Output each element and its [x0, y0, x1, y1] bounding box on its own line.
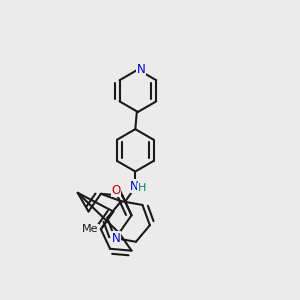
Text: O: O	[112, 184, 121, 197]
Text: H: H	[138, 183, 146, 193]
Text: Me: Me	[82, 224, 98, 234]
Text: N: N	[130, 180, 139, 193]
Text: N: N	[112, 232, 121, 244]
Text: N: N	[136, 63, 145, 76]
